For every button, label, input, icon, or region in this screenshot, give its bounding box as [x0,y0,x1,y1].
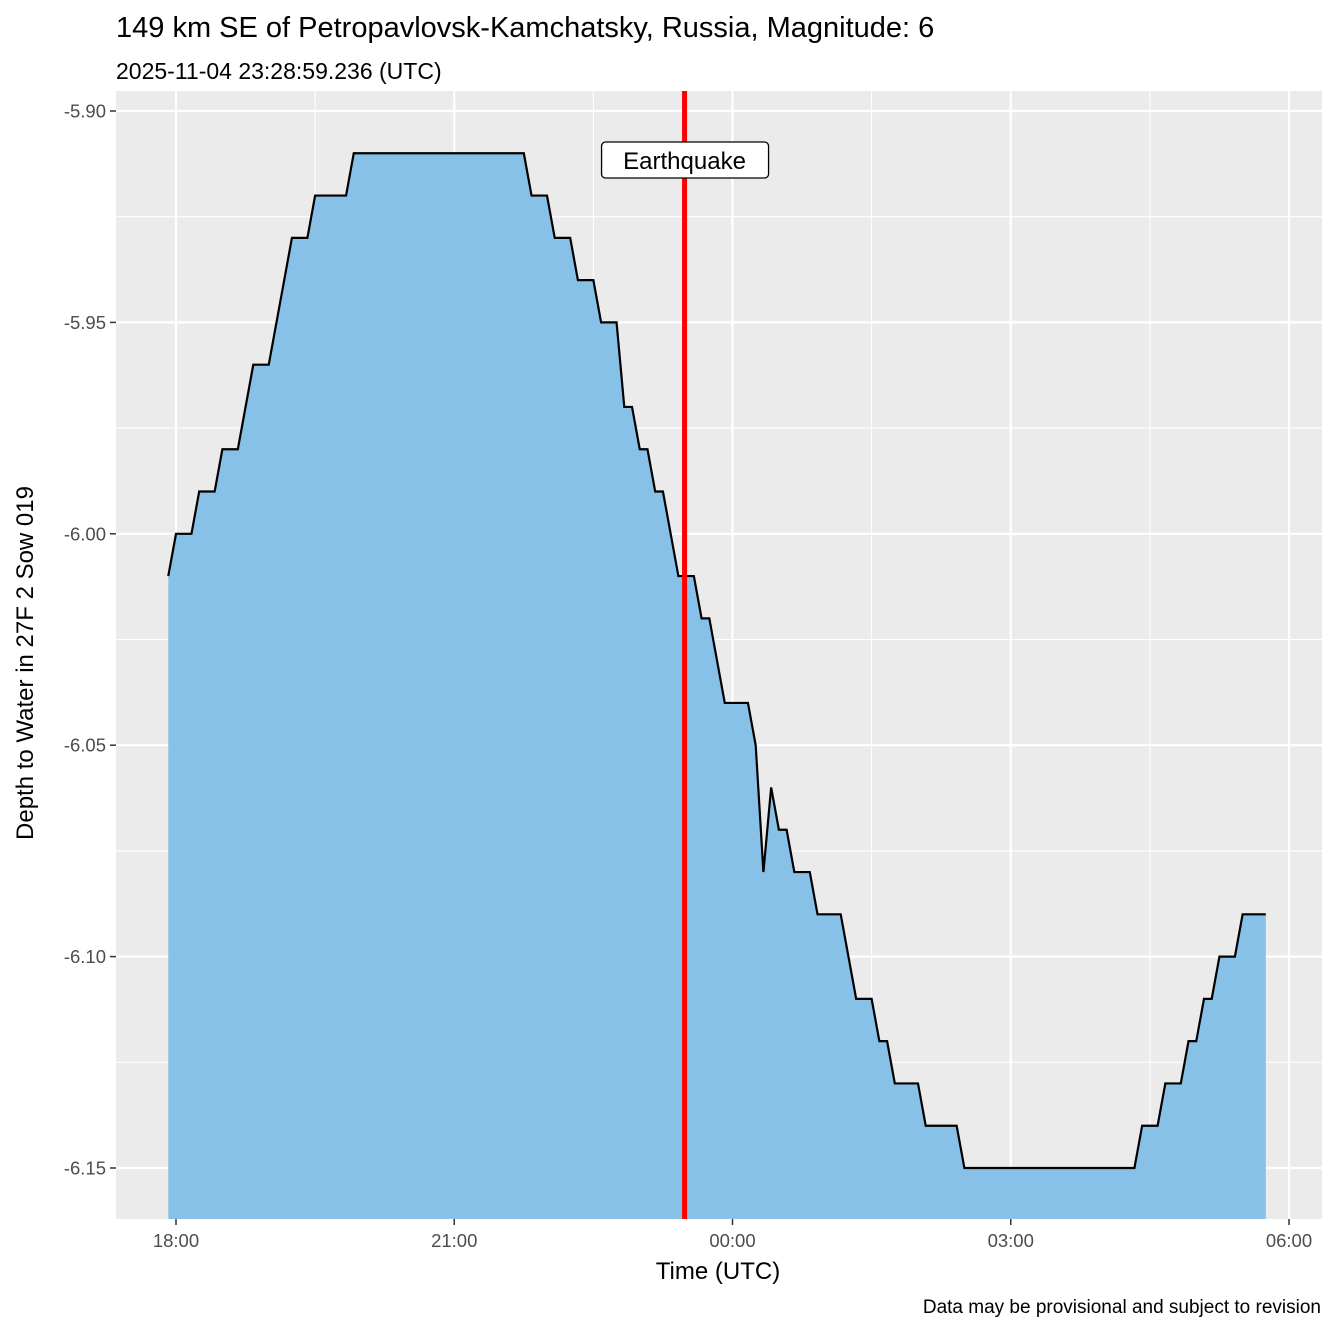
y-tick-label: -6.15 [64,1158,106,1179]
x-tick-label: 18:00 [153,1230,199,1251]
water-depth-line [167,152,1266,1170]
y-axis-label: Depth to Water in 27F 2 Sow 019 [12,486,39,840]
x-tick-label: 03:00 [988,1230,1034,1251]
y-axis: -5.90 -5.95 -6.00 -6.05 -6.10 -6.15 [64,101,116,1179]
y-tick-label: -6.00 [64,523,106,544]
x-tick-label: 06:00 [1266,1230,1312,1251]
y-tick-label: -6.10 [64,946,106,967]
y-tick-label: -5.95 [64,312,106,333]
x-axis-label: Time (UTC) [655,1258,781,1285]
chart-title: 149 km SE of Petropavlovsk-Kamchatsky, R… [116,12,935,44]
y-tick-label: -5.90 [64,101,106,122]
x-tick-label: 00:00 [709,1230,755,1251]
svg-text:Earthquake: Earthquake [623,148,746,175]
x-tick-label: 21:00 [431,1230,477,1251]
chart-caption: Data may be provisional and subject to r… [922,1297,1321,1318]
y-tick-label: -6.05 [64,735,106,756]
x-axis: 18:00 21:00 00:00 03:00 06:00 [153,1219,1312,1251]
chart-subtitle: 2025-11-04 23:28:59.236 (UTC) [116,58,442,84]
earthquake-label: Earthquake [600,141,770,179]
water-depth-area [168,153,1266,1219]
